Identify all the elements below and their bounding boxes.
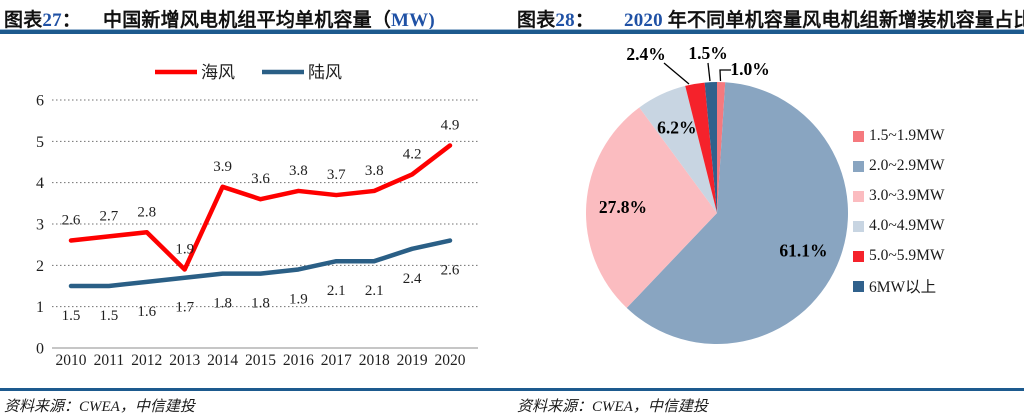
y-axis-tick: 3 (36, 217, 44, 234)
data-label: 2.7 (100, 208, 119, 224)
data-label: 1.7 (175, 300, 194, 316)
data-label: 1.8 (213, 296, 232, 312)
pie-slice-6MW以上 (704, 82, 717, 213)
source-note-left: 资料来源：CWEA，中信建投 (4, 399, 195, 415)
figure-27-label: 图表27： (4, 10, 82, 31)
x-axis-year-label: 2011 (94, 352, 124, 369)
pie-legend: 1.5~1.9MW 2.0~2.9MW 3.0~3.9MW 4.0~4.9MW 5.0~… (853, 121, 945, 301)
y-axis-tick: 2 (36, 258, 44, 275)
legend-item-label: 3.0~3.9MW (869, 187, 945, 204)
legend-item: 6MW以上 (853, 271, 945, 301)
data-label: 1.5 (100, 308, 119, 324)
figure-28-label: 图表28： (517, 10, 595, 31)
data-label: 4.9 (441, 117, 460, 133)
x-axis-year-label: 2019 (397, 352, 428, 369)
data-label: 2.8 (137, 204, 156, 220)
pie-slice-2.0~2.9MW (626, 82, 849, 345)
data-label: 3.6 (251, 171, 270, 187)
figure-27-title-text: 中国新增风电机组平均单机容量（MW) (103, 10, 435, 31)
legend-swatch (853, 280, 864, 292)
data-label: 2.6 (441, 263, 460, 279)
legend-swatch (853, 250, 864, 262)
pie-chart-capacity-share: 1.0% 61.1% 27.8% 6.2% 2.4% 1.5% (586, 43, 849, 345)
pie-percent-label: 1.0% (730, 59, 769, 79)
data-label: 1.5 (62, 308, 81, 324)
series-line-陆风 (68, 238, 453, 289)
data-label: 3.8 (365, 163, 384, 179)
y-axis-tick: 0 (36, 341, 44, 358)
data-label: 3.8 (289, 163, 308, 179)
x-axis-year-label: 2016 (283, 352, 314, 369)
legend-item: 5.0~5.9MW (853, 241, 945, 271)
x-axis-year-label: 2018 (359, 352, 390, 369)
pie-slice-4.0~4.9MW (639, 85, 717, 213)
legend-item: 3.0~3.9MW (853, 181, 945, 211)
x-axis-year-label: 2017 (321, 352, 352, 369)
figure-28-title-text: 2020 年不同单机容量风电机组新增装机容量占比 (624, 10, 1024, 31)
header-rule (0, 29, 1024, 34)
legend-series-label: 陆风 (308, 63, 342, 82)
footer-rule (0, 388, 1024, 391)
data-label: 2.4 (403, 271, 422, 287)
y-axis-tick: 4 (36, 175, 44, 192)
y-axis-tick: 5 (36, 134, 44, 151)
legend-swatch (853, 130, 864, 142)
pie-percent-label: 61.1% (779, 241, 827, 261)
pie-percent-label: 1.5% (688, 43, 727, 63)
data-label: 4.2 (403, 146, 422, 162)
x-axis-year-label: 2013 (169, 352, 200, 369)
y-axis-tick: 6 (36, 93, 44, 110)
data-label: 2.1 (365, 283, 384, 299)
legend-swatch (853, 190, 864, 202)
legend-item: 1.5~1.9MW (853, 121, 945, 151)
legend-item: 2.0~2.9MW (853, 151, 945, 181)
legend-item-label: 6MW以上 (869, 279, 937, 296)
x-axis-year-label: 2010 (56, 352, 87, 369)
legend-item-label: 5.0~5.9MW (869, 247, 945, 264)
x-axis-year-label: 2014 (207, 352, 238, 369)
legend-series-label: 海风 (201, 63, 235, 82)
pie-slice-1.5~1.9MW (717, 82, 726, 213)
data-label: 3.9 (213, 159, 232, 175)
pie-percent-label: 6.2% (657, 118, 696, 138)
pie-percent-label: 2.4% (626, 44, 665, 64)
data-label: 1.9 (289, 291, 308, 307)
pie-slice-3.0~3.9MW (586, 107, 717, 308)
x-axis-year-label: 2015 (245, 352, 276, 369)
figure-27-title: 图表27： 中国新增风电机组平均单机容量（MW) (4, 5, 435, 32)
pie-slice-5.0~5.9MW (685, 82, 717, 213)
legend-item: 4.0~4.9MW (853, 211, 945, 241)
data-label: 3.7 (327, 167, 346, 183)
x-axis-year-label: 2020 (435, 352, 466, 369)
legend-item-label: 1.5~1.9MW (869, 127, 945, 144)
line-chart-average-unit-capacity: 0 1 2 3 4 5 6 2010 2011 2012 2013 2014 2015 2016 2017 2… (36, 63, 478, 369)
x-axis-year-label: 2012 (131, 352, 162, 369)
legend-swatch (853, 160, 864, 172)
data-label: 1.6 (137, 304, 156, 320)
data-label: 2.1 (327, 283, 346, 299)
pie-percent-label: 27.8% (599, 197, 647, 217)
label-leader-line (719, 69, 731, 82)
source-note-right: 资料来源：CWEA，中信建投 (517, 399, 708, 415)
legend-item-label: 4.0~4.9MW (869, 217, 945, 234)
label-leader-line (663, 62, 690, 85)
data-label: 1.8 (251, 296, 270, 312)
data-label: 1.9 (175, 241, 194, 257)
legend-item-label: 2.0~2.9MW (869, 157, 945, 174)
data-label: 2.6 (62, 213, 81, 229)
y-axis-tick: 1 (36, 299, 44, 316)
series-line-海风 (68, 143, 453, 272)
label-leader-line (707, 62, 711, 82)
figure-28-title: 图表28： 2020 年不同单机容量风电机组新增装机容量占比 (517, 5, 1024, 32)
legend-swatch (853, 220, 864, 232)
